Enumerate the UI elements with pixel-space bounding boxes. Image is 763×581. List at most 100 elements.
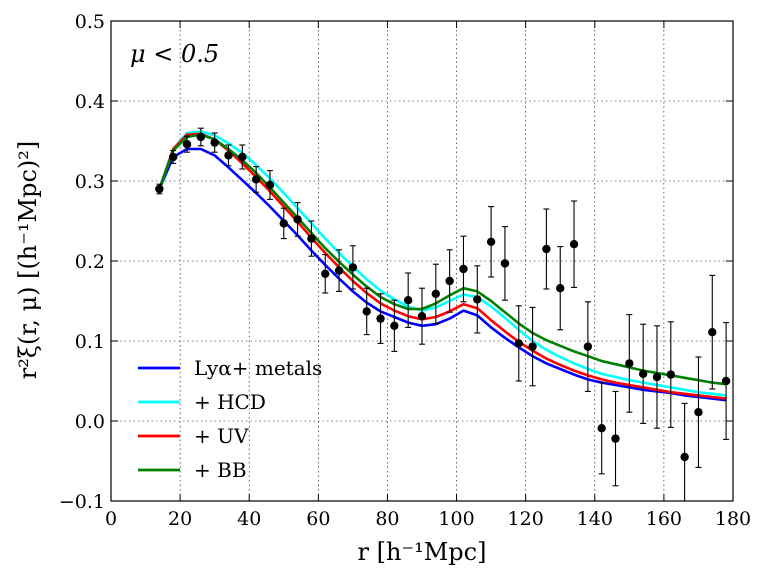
- data-marker: [251, 175, 261, 184]
- legend-entry-3: + UV: [138, 424, 249, 448]
- data-marker: [708, 328, 717, 337]
- x-tick-label: 140: [577, 508, 613, 530]
- data-point: [431, 263, 441, 324]
- x-tick-label: 40: [237, 508, 261, 530]
- data-marker: [321, 269, 330, 278]
- data-marker: [307, 234, 316, 243]
- data-point: [210, 132, 219, 153]
- data-point: [556, 246, 565, 331]
- data-marker: [293, 215, 302, 224]
- data-point: [321, 254, 330, 294]
- data-marker: [196, 132, 206, 142]
- legend-entry-4: + BB: [138, 458, 247, 482]
- data-point: [224, 144, 233, 167]
- data-marker: [721, 376, 731, 386]
- data-marker: [445, 276, 454, 286]
- data-marker: [556, 284, 565, 293]
- series-line-3: [158, 132, 727, 400]
- grid: [111, 21, 733, 501]
- x-tick-label: 20: [168, 508, 192, 530]
- data-point: [155, 183, 164, 195]
- data-marker: [528, 342, 537, 351]
- data-point: [390, 299, 399, 352]
- x-tick-label: 60: [306, 508, 330, 530]
- data-marker: [680, 452, 689, 462]
- y-tick-label: 0.0: [75, 411, 105, 433]
- data-marker: [486, 237, 496, 246]
- data-point: [569, 200, 579, 288]
- y-tick-label: 0.2: [75, 251, 105, 273]
- data-marker: [155, 184, 164, 194]
- data-marker: [224, 151, 233, 160]
- data-marker: [390, 321, 399, 330]
- data-marker: [652, 372, 662, 382]
- y-tick-label: 0.4: [75, 91, 105, 113]
- y-axis-label: r²ξ(r, μ) [(h⁻¹Mpc)²]: [14, 141, 42, 380]
- series-line-1: [158, 147, 727, 402]
- data-point: [500, 226, 510, 301]
- data-point: [348, 245, 358, 290]
- legend-label: Lyα+ metals: [194, 356, 322, 380]
- y-tick-label: −0.1: [59, 491, 105, 513]
- data-point: [279, 207, 288, 240]
- x-tick-label: 160: [646, 508, 682, 530]
- legend: Lyα+ metals + HCD + UV + BB: [138, 356, 322, 482]
- data-point: [238, 144, 247, 170]
- data-point: [597, 382, 606, 475]
- data-marker: [417, 312, 427, 321]
- data-point: [265, 170, 275, 200]
- y-tick-label: 0.1: [75, 331, 105, 353]
- x-tick-label: 80: [375, 508, 399, 530]
- x-tick-labels: 0 20 40 60 80 100 120 140 160 180: [105, 508, 751, 530]
- data-marker: [459, 264, 468, 274]
- data-point: [169, 150, 178, 164]
- legend-label: + BB: [194, 458, 247, 482]
- data-marker: [694, 408, 703, 417]
- data-point: [542, 208, 551, 290]
- data-point: [293, 202, 302, 237]
- data-marker: [597, 424, 606, 433]
- data-marker: [362, 307, 371, 316]
- data-point: [307, 220, 316, 257]
- data-marker: [279, 219, 288, 228]
- series-lines: [158, 130, 727, 402]
- data-point: [182, 135, 192, 153]
- data-points: [155, 127, 731, 501]
- data-marker: [334, 266, 344, 275]
- data-marker: [348, 263, 358, 272]
- data-point: [403, 272, 413, 328]
- data-marker: [666, 370, 675, 379]
- data-point: [611, 390, 620, 487]
- data-point: [334, 249, 344, 292]
- data-marker: [625, 359, 634, 368]
- data-marker: [500, 259, 510, 268]
- data-point: [196, 127, 206, 147]
- data-point: [362, 287, 371, 336]
- data-marker: [210, 138, 219, 147]
- data-marker: [638, 369, 648, 378]
- data-point: [694, 356, 703, 468]
- data-marker: [473, 295, 482, 304]
- mu-annotation: μ < 0.5: [130, 40, 219, 68]
- data-point: [625, 314, 634, 413]
- data-point: [376, 293, 385, 344]
- data-marker: [169, 152, 178, 162]
- data-marker: [583, 342, 593, 351]
- data-point: [251, 166, 261, 193]
- legend-entry-1: Lyα+ metals: [138, 356, 322, 380]
- data-marker: [542, 244, 551, 254]
- data-marker: [376, 314, 385, 323]
- data-point: [417, 287, 427, 345]
- data-point: [666, 321, 675, 428]
- data-marker: [569, 240, 579, 249]
- x-axis-label: r [h⁻¹Mpc]: [358, 538, 487, 566]
- data-point: [638, 323, 648, 424]
- data-point: [514, 305, 523, 382]
- data-point: [445, 249, 454, 313]
- data-marker: [238, 152, 247, 162]
- data-point: [528, 306, 537, 387]
- data-point: [583, 301, 593, 392]
- data-marker: [182, 140, 192, 149]
- data-marker: [403, 296, 413, 305]
